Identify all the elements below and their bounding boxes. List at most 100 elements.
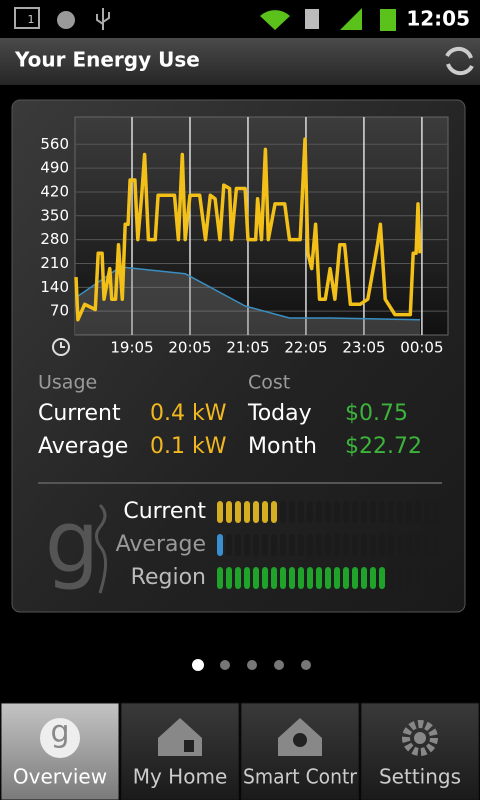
x-tick-label: 00:05 <box>400 339 443 357</box>
meter-segment <box>379 534 385 556</box>
meter-segment-lit <box>271 567 277 589</box>
series-line <box>74 137 422 322</box>
meter-segment-lit <box>280 567 286 589</box>
tab[interactable]: g Overview <box>0 702 120 800</box>
tab-icon[interactable] <box>402 720 438 756</box>
tab-label[interactable]: Settings <box>379 765 461 789</box>
tab[interactable]: Settings <box>360 702 480 800</box>
meter-segment-lit <box>253 567 259 589</box>
meter-segment <box>235 534 241 556</box>
tab[interactable]: Smart Contr <box>240 702 360 800</box>
usage-value: 0.4 kW <box>150 401 227 426</box>
screen-title: Your Energy Use <box>14 48 200 72</box>
tab-label[interactable]: Smart Contr <box>243 765 358 789</box>
x-tick-label: 21:05 <box>226 339 269 357</box>
meter-segment <box>388 567 394 589</box>
meter-segment <box>307 501 313 523</box>
meter-segment <box>433 501 439 523</box>
page-dot-active[interactable] <box>192 659 204 671</box>
tab-background[interactable] <box>360 702 480 800</box>
page-dot[interactable] <box>247 660 257 670</box>
meter-segment <box>289 501 295 523</box>
meter-segment-lit <box>226 567 232 589</box>
meter-segment <box>424 567 430 589</box>
meters: Current Average Region <box>116 499 439 590</box>
meter-segment-lit <box>262 567 268 589</box>
page-dot[interactable] <box>301 660 311 670</box>
tab-icon[interactable] <box>158 718 202 756</box>
meter-label: Current <box>123 499 206 524</box>
meter-segment-lit <box>244 567 250 589</box>
tab-icon[interactable]: g <box>40 715 80 759</box>
tab-icon-part[interactable]: g <box>50 715 69 750</box>
tab-icon-part[interactable] <box>414 732 426 744</box>
meter-segment <box>415 567 421 589</box>
meter-segment <box>397 501 403 523</box>
cost-value: $22.72 <box>345 434 422 459</box>
meter-segment-lit <box>289 567 295 589</box>
x-tick-label: 20:05 <box>168 339 211 357</box>
tab-label[interactable]: My Home <box>133 765 228 789</box>
refresh-icon[interactable] <box>445 46 474 76</box>
sim-icon <box>305 9 319 29</box>
clock-hands <box>60 342 65 348</box>
tab-icon-part[interactable] <box>293 733 307 747</box>
meter-segment <box>343 501 349 523</box>
tab[interactable]: My Home <box>120 702 240 800</box>
meter-segment-lit <box>262 501 268 523</box>
meter-segment <box>370 501 376 523</box>
tab-icon-part[interactable] <box>402 720 438 756</box>
y-tick-label: 560 <box>40 135 69 153</box>
y-tick-label: 210 <box>40 254 69 272</box>
y-tick-label: 140 <box>40 278 69 296</box>
meter-segment-lit <box>316 567 322 589</box>
title-bar <box>0 38 480 85</box>
meter-segment <box>397 534 403 556</box>
meter-label: Region <box>131 565 206 590</box>
meter-segment-lit <box>352 567 358 589</box>
meter-segment-lit <box>217 567 223 589</box>
meter-segment-lit <box>226 501 232 523</box>
meter-segment <box>379 501 385 523</box>
meter-segment <box>298 534 304 556</box>
usage-value: 0.1 kW <box>150 434 227 459</box>
meter-segment <box>415 534 421 556</box>
meter-segment-lit <box>379 567 385 589</box>
notification-count: 1 <box>28 13 35 26</box>
cost-heading: Cost <box>248 372 290 394</box>
x-tick-label: 19:05 <box>110 339 153 357</box>
meter-segment-lit <box>361 567 367 589</box>
meter-segment-lit <box>235 501 241 523</box>
meter-segment <box>325 534 331 556</box>
meter-segment <box>361 501 367 523</box>
series-area <box>76 266 420 335</box>
meter-segment <box>334 534 340 556</box>
usb-icon <box>96 8 110 30</box>
tab-icon-part[interactable] <box>40 718 80 758</box>
battery-icon <box>380 9 396 31</box>
y-tick-label: 350 <box>40 206 69 224</box>
page-dot[interactable] <box>274 660 284 670</box>
refresh-button[interactable] <box>445 46 474 76</box>
y-tick-label: 280 <box>40 230 69 248</box>
tab-icon-part[interactable] <box>184 740 194 752</box>
meter-segment-lit <box>244 501 250 523</box>
page-dot[interactable] <box>220 660 230 670</box>
meter-segment <box>406 567 412 589</box>
meter-segment <box>352 534 358 556</box>
tab-label[interactable]: Overview <box>13 765 107 789</box>
meter-segment <box>370 534 376 556</box>
y-tick-label: 490 <box>40 159 69 177</box>
meter-segment <box>298 501 304 523</box>
status-bar <box>0 0 480 38</box>
meter-segment-lit <box>235 567 241 589</box>
tab-bar: g Overview My Home Smart Contr Settings <box>0 702 480 800</box>
meter-segment <box>352 501 358 523</box>
x-tick-label: 23:05 <box>342 339 385 357</box>
pager[interactable] <box>192 659 311 671</box>
meter-segment-lit <box>307 567 313 589</box>
tab-icon[interactable] <box>278 718 322 756</box>
meter-segment-lit <box>253 501 259 523</box>
meter-segment <box>334 501 340 523</box>
